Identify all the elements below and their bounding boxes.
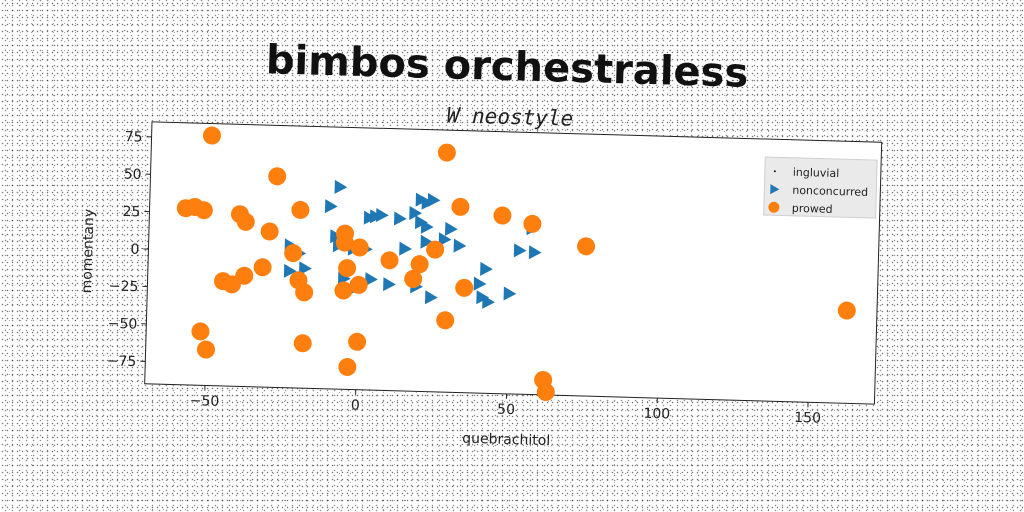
y-tick-label: 75 [125, 129, 143, 145]
x-axis-label: quebrachitol [462, 431, 550, 449]
y-tick-label: −25 [109, 278, 139, 295]
x-tick-label: 0 [351, 398, 360, 414]
y-tick-label: 50 [123, 167, 141, 183]
legend-label: nonconcurred [792, 184, 868, 199]
plot-group: −50 0 50 100 150 75 50 25 0 −25 −50 −75 quebrachito… [75, 120, 882, 458]
y-tick-label: 0 [130, 242, 139, 258]
x-tick-label: 150 [794, 410, 821, 427]
y-axis-label: momentany [79, 209, 97, 294]
x-tick-label: 100 [643, 406, 670, 423]
legend-label: ingluvial [793, 166, 840, 180]
x-tick-label: 50 [497, 402, 515, 418]
legend-label: prowed [792, 202, 833, 216]
chart-subtitle: W neostyle [446, 103, 573, 131]
y-tick-label: 25 [122, 204, 140, 220]
x-tick-label: −50 [190, 393, 220, 410]
y-tick-label: −75 [107, 353, 137, 370]
legend: ingluvial nonconcurred prowed [764, 157, 878, 218]
y-tick-label: −50 [108, 316, 138, 333]
chart-title: bimbos orchestraless [265, 37, 749, 96]
